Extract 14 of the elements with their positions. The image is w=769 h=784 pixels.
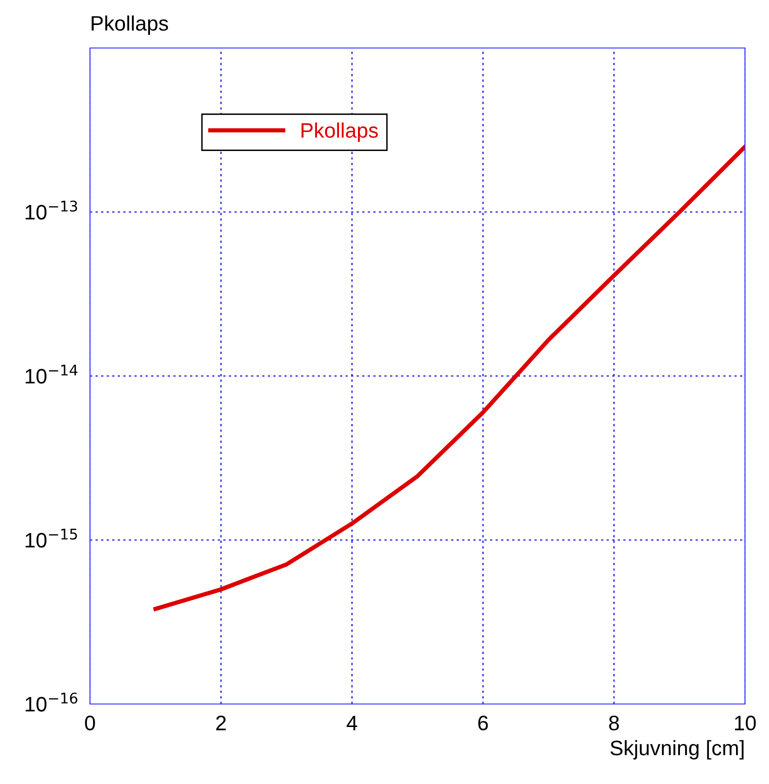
x-tick-label: 2 bbox=[216, 716, 226, 730]
y-tick-label: 10$^{−16}$ bbox=[26, 692, 78, 712]
y-tick-label: 10$^{−14}$ bbox=[26, 364, 78, 384]
line-series bbox=[153, 144, 745, 611]
x-tick-label: 6 bbox=[478, 716, 488, 730]
x-tick-label: 10 bbox=[735, 716, 756, 730]
y-tick-label: 10$^{−15}$ bbox=[26, 528, 77, 548]
y-axis-title: Pkollaps bbox=[92, 15, 168, 35]
x-tick-label: 4 bbox=[346, 716, 358, 730]
x-axis-title: Skjuvning [cm] bbox=[610, 740, 744, 760]
x-tick-label: 8 bbox=[609, 716, 619, 730]
x-tick-label: 0 bbox=[85, 716, 95, 730]
y-tick-label: 10$^{−13}$ bbox=[26, 200, 78, 220]
legend-label: Pkollaps bbox=[302, 122, 378, 142]
